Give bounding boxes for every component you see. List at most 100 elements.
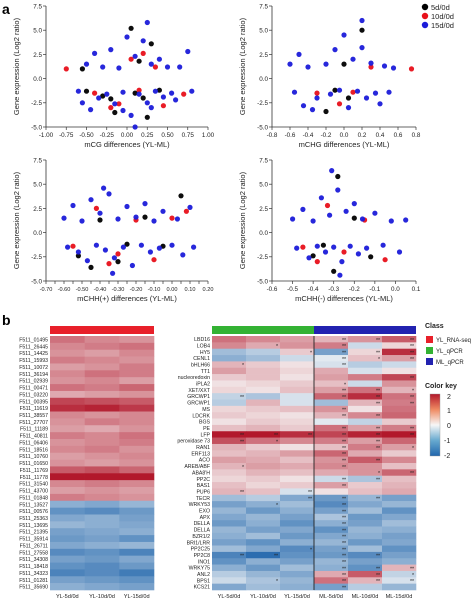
heatmap-cell — [314, 463, 349, 470]
row-label: BAS1 — [197, 483, 210, 489]
row-label: RAN1 — [196, 445, 210, 451]
class-swatch-yl-rnaseq — [426, 336, 433, 343]
row-label: DELLA — [194, 521, 211, 527]
heatmap-cell — [84, 548, 120, 556]
heatmap-cell — [84, 473, 120, 481]
scatter-point — [128, 25, 134, 31]
heatmap-cell — [119, 583, 155, 591]
scatter-point — [300, 244, 306, 250]
scatter-point — [327, 212, 333, 218]
heatmap-cell — [50, 445, 85, 453]
heatmap-cell — [50, 342, 85, 351]
panel-b-letter: b — [2, 312, 11, 328]
row-label: ERF113 — [191, 451, 210, 457]
heatmap-cell — [348, 367, 383, 375]
significance-mark: ** — [342, 497, 346, 503]
x-tick-label: -0.40 — [94, 287, 107, 293]
significance-mark: ** — [342, 344, 346, 350]
heatmap-cell — [280, 450, 315, 457]
heatmap-cell — [314, 526, 349, 534]
y-axis-label: Gene expression (Log2 ratio) — [238, 171, 247, 269]
legend-label-15d: 15d/0d — [431, 21, 454, 30]
heatmap-cell — [119, 473, 155, 481]
heatmap-cell — [50, 336, 85, 344]
panel-a-letter: a — [2, 1, 10, 17]
heatmap-cell — [314, 367, 349, 375]
scatter-point — [70, 243, 76, 249]
class-legend-title: Class — [425, 323, 444, 330]
heatmap-cell — [212, 539, 247, 546]
significance-mark: * — [378, 471, 380, 477]
heatmap-cell — [84, 480, 120, 488]
scatter-point — [318, 195, 324, 201]
significance-mark: ** — [376, 414, 380, 420]
heatmap-cell — [84, 541, 120, 550]
scatter-point — [93, 242, 99, 248]
heatmap-cell — [382, 424, 417, 432]
significance-mark: ** — [342, 585, 346, 591]
heatmap-cell — [348, 501, 383, 508]
scatter-point — [178, 193, 184, 199]
heatmap-cell — [382, 494, 417, 502]
color-key: Color key 2 1 0 -1 -2 — [425, 383, 457, 460]
row-label: F511_00395 — [19, 399, 48, 405]
heatmap-cell — [382, 405, 417, 413]
heatmap-cell — [280, 539, 315, 546]
significance-mark: ** — [308, 433, 312, 439]
x-tick-label: 0.6 — [394, 132, 403, 139]
y-tick-label: 5.0 — [259, 28, 268, 35]
heatmap-cell — [50, 384, 85, 392]
heatmap-cell — [382, 361, 417, 369]
significance-mark: ** — [342, 573, 346, 579]
x-tick-label: 0.20 — [203, 287, 214, 293]
heatmap-cell — [84, 459, 120, 467]
heatmap-cell — [246, 469, 281, 476]
scatter-point — [156, 245, 162, 251]
heatmap-cell — [119, 541, 155, 550]
heatmap-cell — [246, 399, 281, 407]
heatmap-cell — [314, 361, 349, 369]
x-tick-label: -0.1 — [369, 286, 380, 293]
scatter-point — [152, 64, 158, 70]
color-key-bar — [429, 393, 441, 457]
row-label: F511_06406 — [19, 440, 48, 446]
row-label: F511_35690 — [19, 585, 48, 591]
heatmap-cell — [348, 380, 383, 388]
heatmap-cell — [280, 405, 315, 413]
scatter-plot-3: -5.0 -2.5 0.0 2.5 5.0 7.5 -0.70 -0.60 -0.50 -0.40… — [12, 157, 213, 303]
scatter-point — [331, 268, 337, 274]
significance-mark: ** — [376, 427, 380, 433]
significance-mark: ** — [342, 560, 346, 566]
row-label: F511_34323 — [19, 571, 48, 577]
heatmap-cell — [119, 576, 155, 584]
heatmap-cell — [314, 583, 349, 591]
significance-mark: ** — [410, 395, 414, 401]
heatmap-cell — [280, 393, 315, 400]
legend-marker-10d — [421, 12, 429, 20]
heatmap-cell — [84, 356, 120, 364]
heatmap-cell — [382, 545, 417, 553]
x-tick-label: -0.6 — [285, 132, 296, 139]
row-label: F511_27558 — [19, 550, 48, 556]
heatmap-cell — [212, 570, 247, 578]
significance-mark: ** — [410, 427, 414, 433]
scatter-point — [148, 61, 154, 67]
scatter-point — [104, 91, 110, 97]
heatmap-cell — [212, 482, 247, 489]
x-tick-label: 0.00 — [167, 287, 178, 293]
scatter-point — [305, 64, 311, 70]
heatmap-cell — [348, 539, 383, 546]
significance-mark: ** — [342, 395, 346, 401]
heatmap-cell — [382, 551, 417, 559]
heatmap-cell — [348, 412, 383, 419]
heatmap-cell — [84, 514, 120, 522]
significance-mark: ** — [376, 433, 380, 439]
scatter-point — [396, 249, 403, 255]
heatmap-cell — [246, 348, 281, 356]
heatmap-cell — [246, 532, 281, 540]
heatmap-cell — [382, 463, 417, 470]
significance-mark: ** — [410, 357, 414, 363]
heatmap-cell — [314, 558, 349, 565]
heatmap-cell — [212, 424, 247, 432]
row-label: F511_36194 — [19, 372, 48, 378]
